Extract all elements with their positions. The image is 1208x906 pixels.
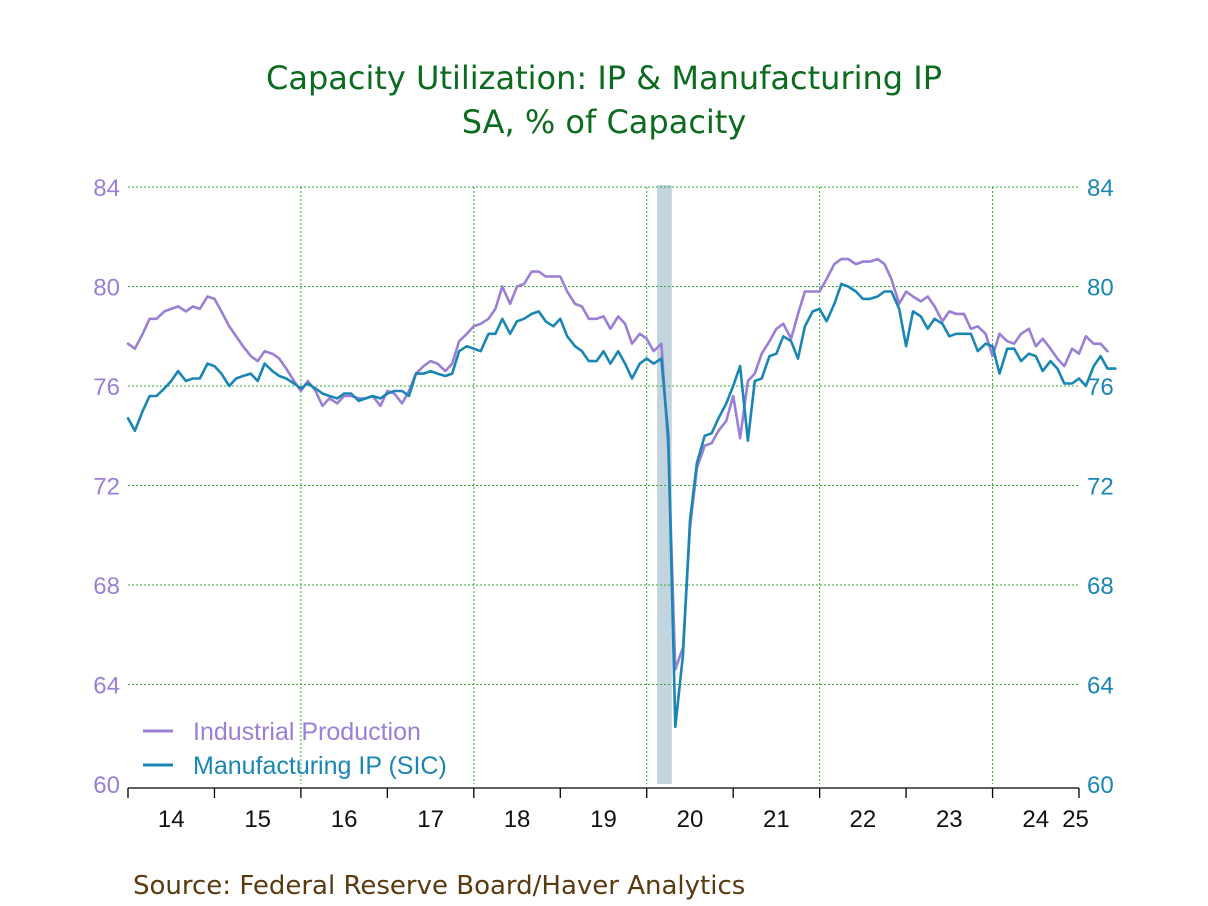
grid-lines <box>128 186 1079 784</box>
y-right-tick-label: 68 <box>1087 573 1114 600</box>
legend-label-industrial-production: Industrial Production <box>193 718 421 746</box>
x-tick-label: 20 <box>677 806 704 833</box>
y-right-tick-label: 60 <box>1087 772 1114 799</box>
recession-band-layer <box>657 185 672 784</box>
y-left-tick-label: 72 <box>93 474 120 501</box>
x-axis-tick-labels: 14 15 16 17 18 19 20 21 22 23 24 25 <box>158 806 1089 833</box>
y-right-tick-label: 84 <box>1087 175 1114 202</box>
x-tick-label: 19 <box>590 806 617 833</box>
x-tick-label: 21 <box>763 806 790 833</box>
x-tick-label: 16 <box>331 806 358 833</box>
y-right-tick-label: 72 <box>1087 474 1114 501</box>
x-tick-label: 25 <box>1062 806 1089 833</box>
y-left-tick-label: 84 <box>93 175 120 202</box>
y-right-tick-label: 80 <box>1087 275 1114 302</box>
chart-subtitle: SA, % of Capacity <box>462 103 747 141</box>
legend: Industrial Production Manufacturing IP (… <box>143 718 447 780</box>
series-line-manufacturing <box>126 282 1117 729</box>
y-right-tick-label: 64 <box>1087 673 1114 700</box>
y-right-tick-label: 76 <box>1087 374 1114 401</box>
y-left-tick-label: 76 <box>93 374 120 401</box>
x-tick-label: 17 <box>417 806 444 833</box>
x-axis <box>127 787 1080 798</box>
x-tick-label: 15 <box>244 806 271 833</box>
chart-title: Capacity Utilization: IP & Manufacturing… <box>266 59 942 97</box>
y-axis-right-ticks: 84 80 76 72 68 64 60 <box>1087 175 1114 799</box>
x-tick-label: 23 <box>936 806 963 833</box>
y-axis-left-ticks: 84 80 76 72 68 64 60 <box>93 175 120 799</box>
recession-band <box>657 185 672 784</box>
y-left-tick-label: 80 <box>93 275 120 302</box>
x-tick-label: 22 <box>850 806 877 833</box>
x-tick-label: 14 <box>158 806 185 833</box>
source-note: Source: Federal Reserve Board/Haver Anal… <box>133 871 745 901</box>
x-tick-label: 18 <box>504 806 531 833</box>
series-line-industrial-production <box>126 257 1109 671</box>
x-tick-label: 24 <box>1022 806 1049 833</box>
y-left-tick-label: 68 <box>93 573 120 600</box>
series-lines <box>126 257 1117 729</box>
legend-label-manufacturing: Manufacturing IP (SIC) <box>193 752 447 780</box>
y-left-tick-label: 60 <box>93 772 120 799</box>
y-left-tick-label: 64 <box>93 673 120 700</box>
